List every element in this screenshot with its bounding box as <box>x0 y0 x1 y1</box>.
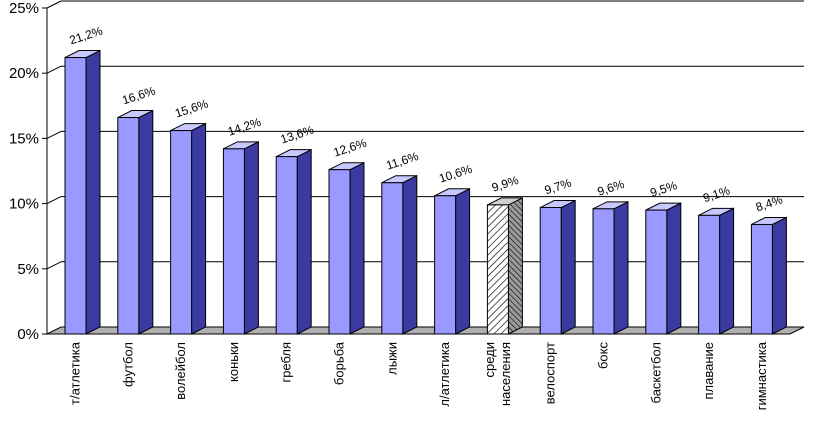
bar <box>434 187 471 335</box>
data-label: 10,6% <box>437 162 474 186</box>
data-label: 13,6% <box>279 123 316 147</box>
data-label: 14,2% <box>226 115 263 139</box>
y-tick-label: 10% <box>9 196 39 213</box>
bar <box>64 49 101 335</box>
y-tick-label: 5% <box>17 261 39 278</box>
chart-floor <box>46 326 805 335</box>
x-axis: т/атлетика футбол волейбол коньки гребля борь… <box>47 333 790 410</box>
bar <box>539 199 576 335</box>
y-axis: 0% 5% 10% 15% 20% 25% <box>9 0 48 343</box>
x-tick-label: гимнастика <box>754 341 769 410</box>
floor <box>46 326 805 335</box>
x-tick-label: лыжи <box>384 342 399 375</box>
bar <box>698 207 735 335</box>
bar-front <box>750 223 773 335</box>
x-tick-label: волейбол <box>173 342 188 400</box>
data-label: 21,2% <box>68 23 105 47</box>
bar-front <box>328 169 351 335</box>
gridlines <box>46 0 804 270</box>
data-label: 9,9% <box>490 173 521 195</box>
bar <box>275 148 312 335</box>
y-tick-label: 15% <box>9 130 39 147</box>
bar <box>381 174 418 335</box>
x-tick-label: л/атлетика <box>437 341 452 406</box>
bar-side <box>402 174 418 335</box>
bar <box>170 122 207 335</box>
bar-side <box>560 199 576 335</box>
bar-side <box>455 187 471 335</box>
bar-front <box>434 195 457 335</box>
bar-side <box>138 109 154 335</box>
bar-front <box>698 214 721 335</box>
bar-side <box>613 201 629 335</box>
data-label: 9,7% <box>543 175 574 197</box>
data-label: 16,6% <box>120 83 157 107</box>
x-tick-label: баскетбол <box>648 342 663 403</box>
bar-front <box>592 208 615 335</box>
data-label: 9,1% <box>701 183 732 205</box>
x-tick-label: велоспорт <box>543 342 558 404</box>
gridline-depth <box>46 196 62 205</box>
bar-front <box>275 156 298 335</box>
x-tick-label: гребля <box>279 342 294 383</box>
data-label: 12,6% <box>332 136 369 160</box>
bar-front <box>222 148 245 335</box>
bars <box>64 49 787 335</box>
bar <box>645 202 682 335</box>
x-tick-label: коньки <box>226 342 241 382</box>
gridline-depth <box>46 130 62 139</box>
bar-front <box>64 57 87 335</box>
bar-side <box>719 207 735 335</box>
bar-front <box>486 204 509 335</box>
bar <box>592 201 629 335</box>
bar <box>117 109 154 335</box>
gridline-depth <box>46 261 62 270</box>
y-tick-label: 0% <box>17 326 39 343</box>
gridline-depth <box>46 0 62 9</box>
bar-side <box>296 148 312 335</box>
x-tick-label: плавание <box>701 342 716 400</box>
bar-side <box>191 122 207 335</box>
data-label: 8,4% <box>754 192 785 214</box>
x-tick-label: бокс <box>596 342 611 370</box>
data-label: 15,6% <box>173 96 210 120</box>
bar-side <box>507 197 523 335</box>
bar <box>328 161 365 335</box>
x-tick-label: срединаселения <box>482 342 513 406</box>
bar <box>750 216 787 335</box>
bar-front <box>117 117 140 335</box>
bar-side <box>85 49 101 335</box>
bar-side <box>243 141 259 335</box>
bar-side <box>349 161 365 335</box>
bar-front <box>645 209 668 335</box>
x-tick-label: футбол <box>120 342 135 387</box>
y-tick-label: 20% <box>9 65 39 82</box>
data-label: 9,6% <box>596 177 627 199</box>
bar <box>486 197 523 335</box>
data-label: 11,6% <box>384 149 420 173</box>
y-tick-label: 25% <box>9 0 39 17</box>
x-tick-label: борьба <box>332 341 347 385</box>
bar-front <box>170 130 193 335</box>
bar-front <box>539 207 562 335</box>
gridline-depth <box>46 65 62 74</box>
bar-side <box>771 216 787 335</box>
bar <box>222 141 259 335</box>
x-tick-label: т/атлетика <box>68 341 83 405</box>
bar-side <box>666 202 682 335</box>
bar-front <box>381 182 404 335</box>
